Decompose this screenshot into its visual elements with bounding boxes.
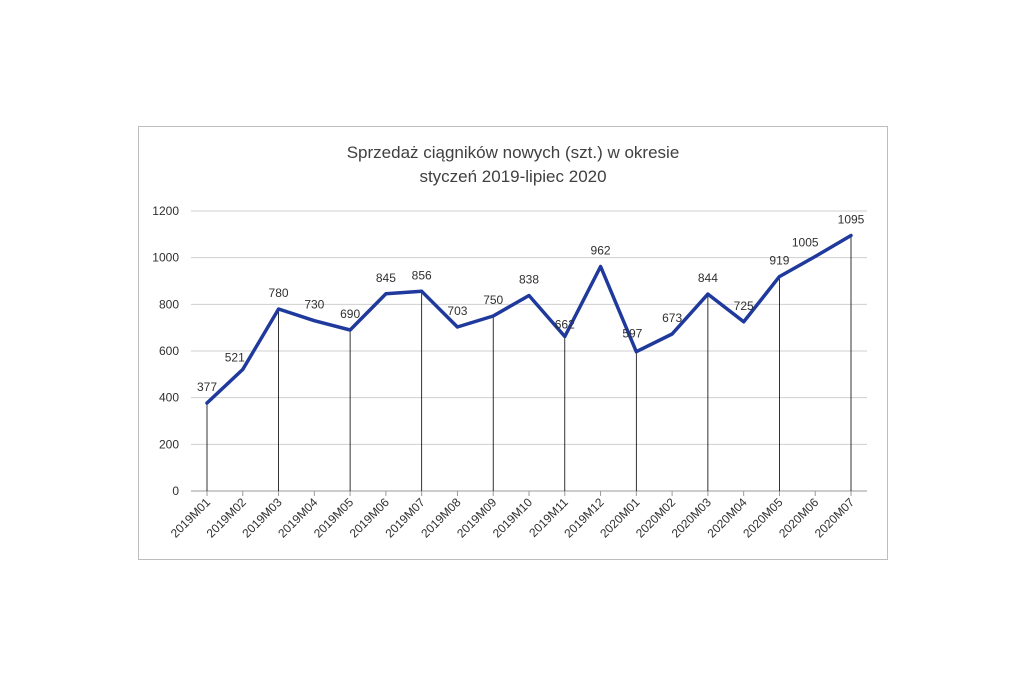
chart-frame: Sprzedaż ciągników nowych (szt.) w okres… [138,126,888,560]
data-label: 673 [662,311,682,325]
data-label: 780 [269,286,289,300]
data-point [491,314,495,318]
line-chart: 0 200 400 600 800 1000 1200 377 521 780 730 690 845 8… [152,204,867,541]
x-tick-label: 2020M07 [812,495,858,541]
data-point [849,234,853,237]
data-label: 690 [340,307,360,321]
data-point [742,320,746,324]
data-point [241,367,245,371]
data-label: 377 [197,380,217,394]
data-point [634,350,638,354]
data-label: 919 [769,254,789,268]
data-label: 844 [698,271,718,285]
data-label: 962 [591,244,611,258]
data-point [205,401,209,405]
data-label: 856 [412,268,432,282]
y-tick-label: 1200 [152,204,179,218]
data-point [455,325,459,329]
data-point [420,289,424,293]
data-label: 597 [622,327,642,341]
x-tick-label: 2019M10 [490,495,536,541]
chart-title-line-2: styczeń 2019-lipiec 2020 [419,167,607,186]
data-label: 750 [483,293,503,307]
y-tick-label: 600 [159,344,179,358]
data-label: 1005 [792,236,819,250]
data-point [277,307,281,311]
data-point [563,335,567,339]
y-tick-label: 1000 [152,251,179,265]
data-point [670,332,674,336]
y-tick-label: 200 [159,437,179,451]
chart-title: Sprzedaż ciągników nowych (szt.) w okres… [139,141,887,189]
data-point [599,265,603,269]
y-tick-label: 800 [159,297,179,311]
y-tick-label: 400 [159,391,179,405]
data-point [384,292,388,296]
data-label: 521 [225,350,245,364]
y-tick-label: 0 [172,484,179,498]
data-point [348,328,352,332]
data-label: 703 [447,304,467,318]
chart-title-line-1: Sprzedaż ciągników nowych (szt.) w okres… [346,143,680,162]
data-point [777,275,781,279]
data-point [813,255,817,258]
data-point [527,293,531,297]
data-label: 730 [304,298,324,312]
data-label: 845 [376,271,396,285]
data-label: 725 [734,299,754,313]
data-label: 838 [519,272,539,286]
data-label: 662 [555,318,575,332]
series-line [205,233,853,405]
data-label: 1095 [838,213,865,227]
data-point [706,292,710,296]
data-point [312,319,316,323]
